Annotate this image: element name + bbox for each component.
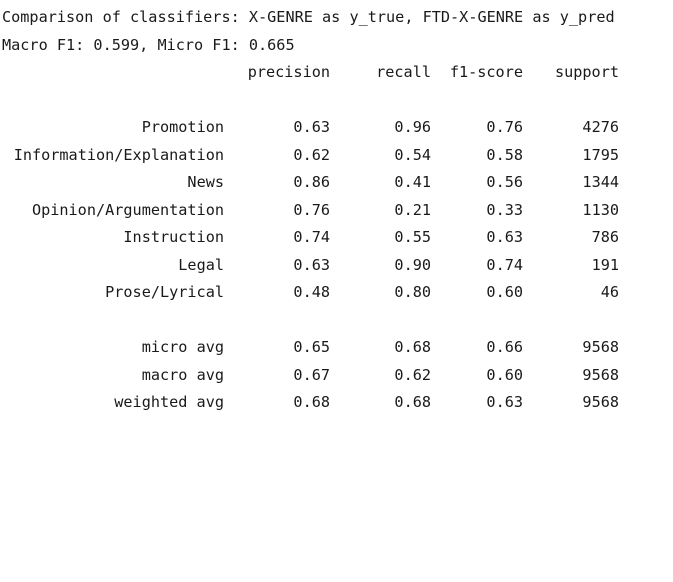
precision-value: 0.74 [293, 228, 330, 246]
recall-value: 0.96 [394, 118, 431, 136]
row-label: Prose/Lyrical [105, 283, 224, 301]
average-row: weighted avg 0.68 0.68 0.63 9568 [2, 389, 670, 417]
report-header: precision recall f1-score support [2, 59, 670, 87]
precision-value: 0.76 [293, 200, 330, 219]
precision-value: 0.62 [293, 145, 330, 164]
precision-value: 0.48 [293, 283, 330, 301]
support-value: 9568 [582, 393, 619, 411]
support-value: 46 [600, 283, 619, 301]
average-row: micro avg 0.65 0.68 0.66 9568 [2, 334, 670, 362]
f1-value: 0.56 [486, 173, 523, 191]
support-value: 4276 [582, 118, 619, 136]
precision-value: 0.63 [293, 118, 330, 136]
table-row: Prose/Lyrical 0.48 0.80 0.60 46 [2, 279, 670, 307]
f1-value: 0.60 [486, 283, 523, 301]
row-label: weighted avg [114, 393, 224, 411]
recall-value: 0.62 [394, 365, 431, 384]
support-value: 191 [591, 255, 619, 274]
blank-line [2, 87, 670, 115]
f1-value: 0.60 [486, 365, 523, 384]
recall-value: 0.54 [394, 145, 431, 164]
f1-value: 0.74 [486, 255, 523, 274]
f1-value: 0.76 [486, 118, 523, 136]
table-row: Information/Explanation 0.62 0.54 0.58 1… [2, 142, 670, 170]
f1-value: 0.63 [486, 393, 523, 411]
recall-value: 0.90 [394, 255, 431, 274]
row-label: Information/Explanation [13, 145, 224, 164]
recall-value: 0.41 [394, 173, 431, 191]
support-value: 1130 [582, 200, 619, 219]
support-value: 1795 [582, 145, 619, 164]
column-header-support: support [554, 63, 619, 81]
column-header-f1-score: f1-score [449, 63, 523, 81]
f1-value: 0.58 [486, 145, 523, 164]
table-row: Opinion/Argumentation 0.76 0.21 0.33 113… [2, 197, 670, 225]
recall-value: 0.55 [394, 228, 431, 246]
support-value: 786 [591, 228, 619, 246]
f1-value: 0.63 [486, 228, 523, 246]
row-label: micro avg [141, 338, 224, 356]
recall-value: 0.80 [394, 283, 431, 301]
f1-value: 0.66 [486, 338, 523, 356]
row-label: Promotion [141, 118, 224, 136]
table-row: Promotion 0.63 0.96 0.76 4276 [2, 114, 670, 142]
precision-value: 0.68 [293, 393, 330, 411]
row-label: Opinion/Argumentation [31, 200, 224, 219]
row-label: macro avg [141, 365, 224, 384]
row-label: News [187, 173, 224, 191]
precision-value: 0.63 [293, 255, 330, 274]
support-value: 1344 [582, 173, 619, 191]
recall-value: 0.21 [394, 200, 431, 219]
column-header-precision: precision [247, 63, 330, 81]
table-row: News 0.86 0.41 0.56 1344 [2, 169, 670, 197]
support-value: 9568 [582, 338, 619, 356]
output-scores: Macro F1: 0.599, Micro F1: 0.665 [2, 35, 295, 54]
average-row: macro avg 0.67 0.62 0.60 9568 [2, 362, 670, 390]
precision-value: 0.67 [293, 365, 330, 384]
support-value: 9568 [582, 365, 619, 384]
average-rows: micro avg 0.65 0.68 0.66 9568 macro avg … [2, 334, 670, 417]
row-label: Instruction [123, 228, 224, 246]
table-row: Instruction 0.74 0.55 0.63 786 [2, 224, 670, 252]
column-header-recall: recall [376, 63, 431, 81]
f1-value: 0.33 [486, 200, 523, 219]
recall-value: 0.68 [394, 338, 431, 356]
cell-output: Comparison of classifiers: X-GENRE as y_… [2, 4, 670, 417]
blank-line [2, 307, 670, 335]
row-label: Legal [178, 255, 224, 274]
precision-value: 0.86 [293, 173, 330, 191]
output-title: Comparison of classifiers: X-GENRE as y_… [2, 8, 615, 26]
recall-value: 0.68 [394, 393, 431, 411]
precision-value: 0.65 [293, 338, 330, 356]
class-rows: Promotion 0.63 0.96 0.76 4276 Informatio… [2, 114, 670, 307]
table-row: Legal 0.63 0.90 0.74 191 [2, 252, 670, 280]
